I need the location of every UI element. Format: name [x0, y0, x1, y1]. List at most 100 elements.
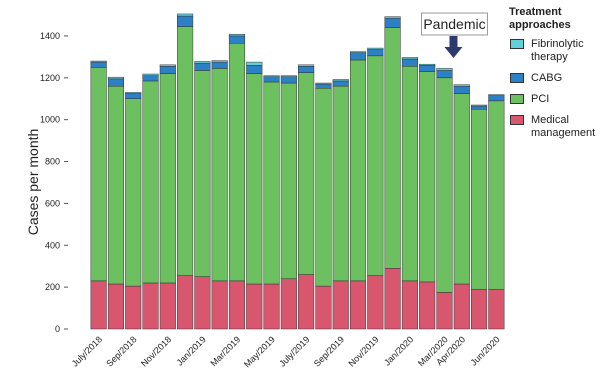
- annotation-arrow-head: [444, 47, 463, 58]
- bar-segment: [315, 285, 332, 330]
- bar-segment: [125, 98, 142, 287]
- bar-segment: [419, 64, 436, 72]
- legend-label: Fibrinolytic therapy: [531, 38, 584, 63]
- bar-segment: [332, 80, 349, 87]
- bar-segment: [263, 81, 280, 285]
- bar-segment: [349, 59, 367, 282]
- bar-segment: [194, 61, 211, 64]
- bar-segment: [280, 82, 297, 280]
- bar-segment: [453, 85, 470, 94]
- legend-swatch: [510, 39, 524, 49]
- bar-segment: [142, 282, 159, 330]
- x-tick-label: Nov/2018: [139, 334, 173, 368]
- legend-item: Fibrinolytic therapy: [509, 38, 597, 64]
- bar-segment: [298, 274, 315, 330]
- bar-segment: [436, 292, 453, 330]
- bar-segment: [471, 108, 488, 290]
- x-tick-label: Sep/2019: [312, 334, 346, 368]
- bar-segment: [263, 283, 280, 330]
- y-tick-label: 200: [45, 282, 60, 292]
- bar-segment: [419, 281, 436, 330]
- bar-segment: [142, 80, 159, 284]
- y-tick-label: 1400: [40, 31, 60, 41]
- bar-segment: [228, 280, 246, 330]
- bar-segment: [211, 61, 228, 69]
- bar-segment: [246, 64, 263, 74]
- bar-segment: [488, 100, 505, 290]
- bar-segment: [367, 47, 384, 50]
- x-tick-label: May/2019: [242, 334, 277, 369]
- bar-segment: [349, 52, 367, 61]
- bar-segment: [471, 104, 488, 107]
- x-tick-label: Jan/2019: [175, 334, 208, 367]
- bar-segment: [401, 57, 418, 60]
- bar-segment: [315, 83, 332, 89]
- bar-segment: [436, 77, 453, 293]
- bar-segment: [332, 85, 349, 282]
- bar-segment: [298, 64, 315, 67]
- x-tick-label: Jan/2020: [382, 334, 415, 367]
- bar-segment: [453, 84, 470, 87]
- legend-item: CABG: [509, 72, 597, 85]
- bar-segment: [349, 280, 367, 330]
- bar-segment: [246, 61, 263, 66]
- bar-segment: [471, 288, 488, 330]
- bar-segment: [401, 280, 418, 330]
- legend-swatch: [510, 94, 524, 104]
- annotation-arrow-shaft: [449, 36, 458, 48]
- bar-segment: [142, 73, 159, 76]
- bar-segment: [142, 75, 159, 82]
- bar-segment: [419, 71, 436, 283]
- bar-segment: [194, 70, 211, 277]
- bar-segment: [177, 275, 194, 330]
- bar-segment: [125, 93, 142, 99]
- bar-segment: [401, 66, 418, 282]
- bar-segment: [384, 17, 401, 28]
- x-tick-label: Sep/2018: [104, 334, 138, 368]
- bar-segment: [107, 76, 124, 80]
- bar-segment: [177, 26, 194, 276]
- bar-segment: [280, 76, 297, 84]
- bar-segment: [280, 278, 297, 330]
- bar-segment: [263, 76, 280, 83]
- x-tick-label: Nov/2019: [346, 334, 380, 368]
- annotation-box: [420, 12, 488, 36]
- y-tick-label: 600: [45, 198, 60, 208]
- bar-segment: [228, 43, 246, 282]
- y-tick-label: 0: [55, 324, 60, 334]
- annotation: Pandemic: [423, 16, 485, 32]
- bar-segment: [194, 62, 211, 71]
- bar-segment: [453, 283, 470, 330]
- bar-segment: [384, 27, 401, 269]
- bar-segment: [107, 85, 124, 285]
- bar-segment: [384, 268, 401, 330]
- x-tick-label: Jun/2020: [469, 334, 502, 367]
- y-tick-label: 1200: [40, 73, 60, 83]
- bar-segment: [384, 16, 401, 19]
- bar-segment: [90, 67, 107, 282]
- y-tick-label: 1000: [40, 115, 60, 125]
- bar-segment: [125, 285, 142, 330]
- bar-segment: [211, 68, 228, 282]
- bar-segment: [90, 61, 107, 68]
- bar-segment: [228, 35, 246, 44]
- y-tick-label: 800: [45, 157, 60, 167]
- x-tick-label: July/2019: [277, 334, 311, 368]
- legend-label: PCI: [531, 93, 550, 105]
- bar-segment: [177, 13, 194, 17]
- bar-segment: [401, 58, 418, 67]
- bar-segment: [246, 73, 263, 285]
- bar-segment: [315, 88, 332, 287]
- bar-segment: [228, 34, 246, 37]
- bar-segment: [332, 79, 349, 82]
- bar-segment: [332, 280, 349, 330]
- bar-segment: [419, 63, 436, 66]
- y-axis-label: Cases per month: [25, 129, 41, 236]
- y-tick-label: 400: [45, 240, 60, 250]
- x-tick-label: Mar/2019: [208, 334, 242, 368]
- legend-swatch: [510, 73, 524, 83]
- bar-segment: [194, 276, 211, 330]
- bar-segment: [298, 72, 315, 275]
- bar-segment: [159, 64, 176, 67]
- legend-label: CABG: [531, 72, 563, 84]
